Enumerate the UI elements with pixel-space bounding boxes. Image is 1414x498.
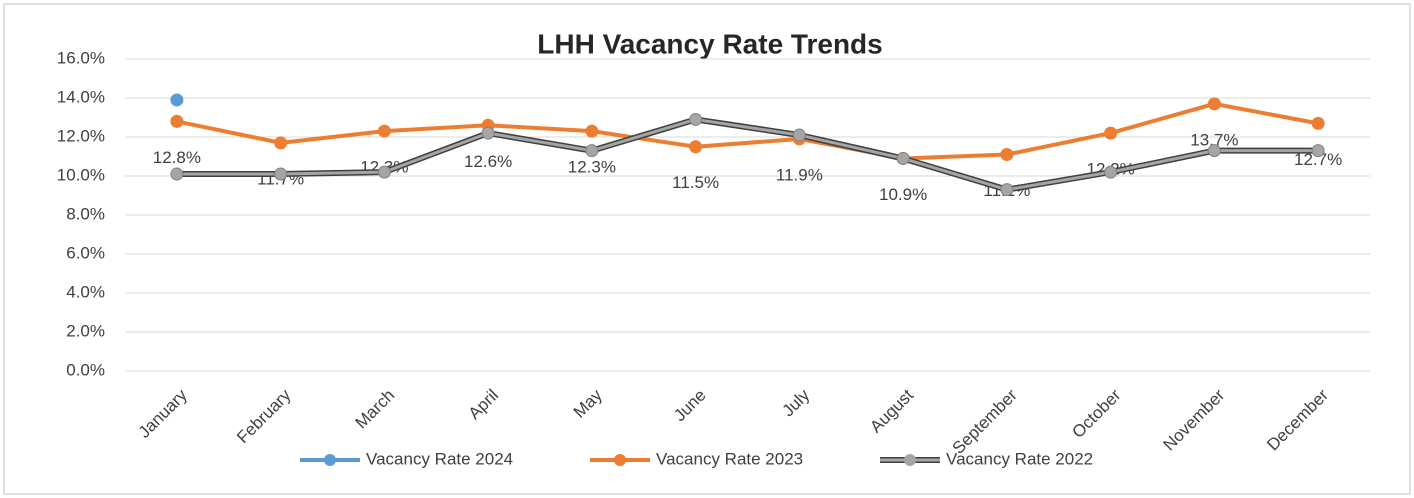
- y-tick-label: 16.0%: [57, 48, 105, 67]
- series-marker: [896, 151, 910, 165]
- y-tick-label: 6.0%: [66, 243, 105, 262]
- legend-label: Vacancy Rate 2024: [366, 449, 513, 468]
- y-tick-label: 2.0%: [66, 321, 105, 340]
- data-label: 10.9%: [879, 185, 927, 204]
- series-marker: [481, 126, 495, 140]
- y-tick-label: 8.0%: [66, 204, 105, 223]
- series-marker: [689, 112, 703, 126]
- series-line: [176, 101, 1319, 161]
- legend-marker: [614, 454, 626, 466]
- data-label: 12.3%: [568, 158, 616, 177]
- legend-marker: [904, 454, 916, 466]
- series-marker: [170, 167, 184, 181]
- data-label: 11.9%: [776, 165, 823, 184]
- legend-label: Vacancy Rate 2022: [946, 449, 1093, 468]
- data-label: 12.6%: [464, 152, 512, 171]
- chart-title: LHH Vacancy Rate Trends: [537, 28, 882, 59]
- series-marker: [689, 140, 703, 154]
- series-marker: [1104, 126, 1118, 140]
- y-tick-label: 0.0%: [66, 360, 105, 379]
- chart-border: [3, 3, 1411, 495]
- series-marker: [1311, 116, 1325, 130]
- data-label: 11.5%: [672, 173, 719, 192]
- series-marker: [274, 167, 288, 181]
- series-marker: [585, 124, 599, 138]
- series-marker: [1104, 165, 1118, 179]
- series-marker: [274, 136, 288, 150]
- series-marker: [377, 165, 391, 179]
- series-marker: [1207, 97, 1221, 111]
- series-line: [176, 117, 1319, 192]
- y-tick-label: 14.0%: [57, 87, 105, 106]
- series-marker: [1207, 144, 1221, 158]
- series-marker: [792, 128, 806, 142]
- legend-label: Vacancy Rate 2023: [656, 449, 803, 468]
- series-marker: [1311, 144, 1325, 158]
- series-marker: [1000, 183, 1014, 197]
- series-marker: [170, 114, 184, 128]
- data-label: 12.7%: [1294, 150, 1342, 169]
- y-tick-label: 12.0%: [57, 126, 105, 145]
- data-label: 13.7%: [1190, 130, 1238, 149]
- y-tick-label: 4.0%: [66, 282, 105, 301]
- series-marker: [377, 124, 391, 138]
- series-marker: [170, 93, 184, 107]
- series-marker: [585, 144, 599, 158]
- data-label: 12.8%: [153, 148, 201, 167]
- series-marker: [1000, 148, 1014, 162]
- y-tick-label: 10.0%: [57, 165, 105, 184]
- legend-marker: [324, 454, 336, 466]
